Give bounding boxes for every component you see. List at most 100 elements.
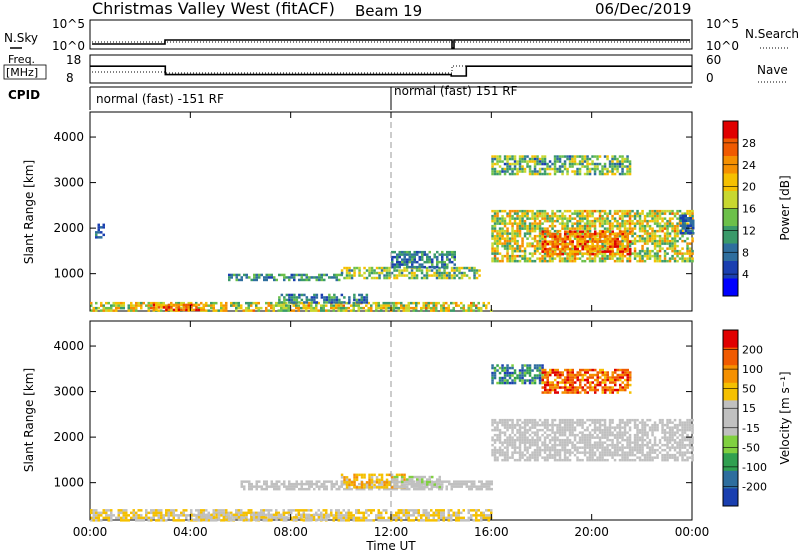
data-cell [425,304,428,307]
data-cell [465,482,468,486]
data-cell [643,453,647,457]
data-cell [571,423,574,427]
data-cell [613,436,617,439]
data-cell [508,259,512,263]
data-cell [288,298,291,302]
data-cell [491,247,494,250]
data-cell [511,214,514,218]
data-cell [332,306,335,310]
data-cell [227,511,230,515]
data-cell [288,293,291,297]
data-cell [378,266,381,270]
data-cell [425,514,428,517]
data-cell [457,516,460,520]
data-cell [651,234,654,238]
data-cell [559,252,562,256]
data-cell [300,482,303,486]
data-cell [411,480,414,484]
data-cell [563,453,567,457]
data-cell [117,509,120,512]
data-cell [401,260,404,264]
data-cell [671,217,674,220]
data-cell [342,514,345,517]
data-cell [475,276,479,280]
data-cell [418,269,421,272]
data-cell [576,451,579,454]
data-cell [308,487,311,491]
data-cell [413,255,416,259]
data-cell [658,234,662,238]
data-cell [676,249,679,253]
data-cell [508,222,512,225]
data-cell [347,306,350,310]
data-cell [262,513,266,517]
data-cell [553,214,557,218]
data-cell [278,485,281,488]
data-cell [280,301,284,304]
data-cell [656,426,659,429]
data-cell [411,263,414,266]
data-cell [496,172,499,176]
data-cell [583,214,587,218]
data-cell [348,301,351,304]
data-cell [285,511,288,515]
data-cell [658,212,662,215]
data-cell [528,217,532,220]
data-cell [616,232,619,236]
data-cell [335,514,338,517]
data-cell [446,265,449,269]
data-cell [513,229,517,233]
data-cell [561,433,564,437]
data-cell [403,485,406,489]
data-cell [636,214,639,218]
data-cell [641,247,644,250]
data-cell [463,266,466,270]
data-cell [568,254,572,258]
data-cell [673,453,677,457]
data-cell [648,426,652,429]
data-cell [566,448,569,452]
data-cell [544,245,547,248]
data-cell [220,509,223,512]
data-cell [636,441,639,444]
data-cell [435,271,439,275]
data-cell [398,250,401,254]
data-cell [566,217,569,220]
data-cell [478,269,481,272]
data-cell [275,485,278,488]
data-cell [317,309,320,312]
data-cell [611,222,614,225]
data-cell [403,473,406,477]
data-cell [523,224,527,228]
data-cell [402,304,405,307]
data-cell [579,235,582,238]
data-cell [313,296,316,299]
power-colorbar-cells [723,121,738,297]
data-cell [503,242,507,245]
data-cell [623,165,627,168]
data-cell [566,436,569,439]
data-cell [411,260,414,264]
data-cell [603,423,607,427]
data-cell [200,509,203,512]
data-cell [315,306,318,310]
data-cell [658,224,662,228]
data-cell [382,304,385,307]
data-cell [393,478,396,481]
data-cell [338,278,341,282]
data-cell [513,242,517,245]
data-cell [508,247,512,250]
data-cell [561,252,564,256]
data-cell [165,308,168,312]
data-cell [531,227,534,230]
data-cell [458,271,461,275]
data-cell [177,303,181,307]
data-cell [400,473,404,477]
data-cell [367,519,370,522]
data-cell [460,276,464,280]
data-cell [626,209,629,213]
data-cell [435,309,438,312]
data-cell [561,431,564,434]
data-cell [401,480,404,484]
data-cell [452,514,455,517]
